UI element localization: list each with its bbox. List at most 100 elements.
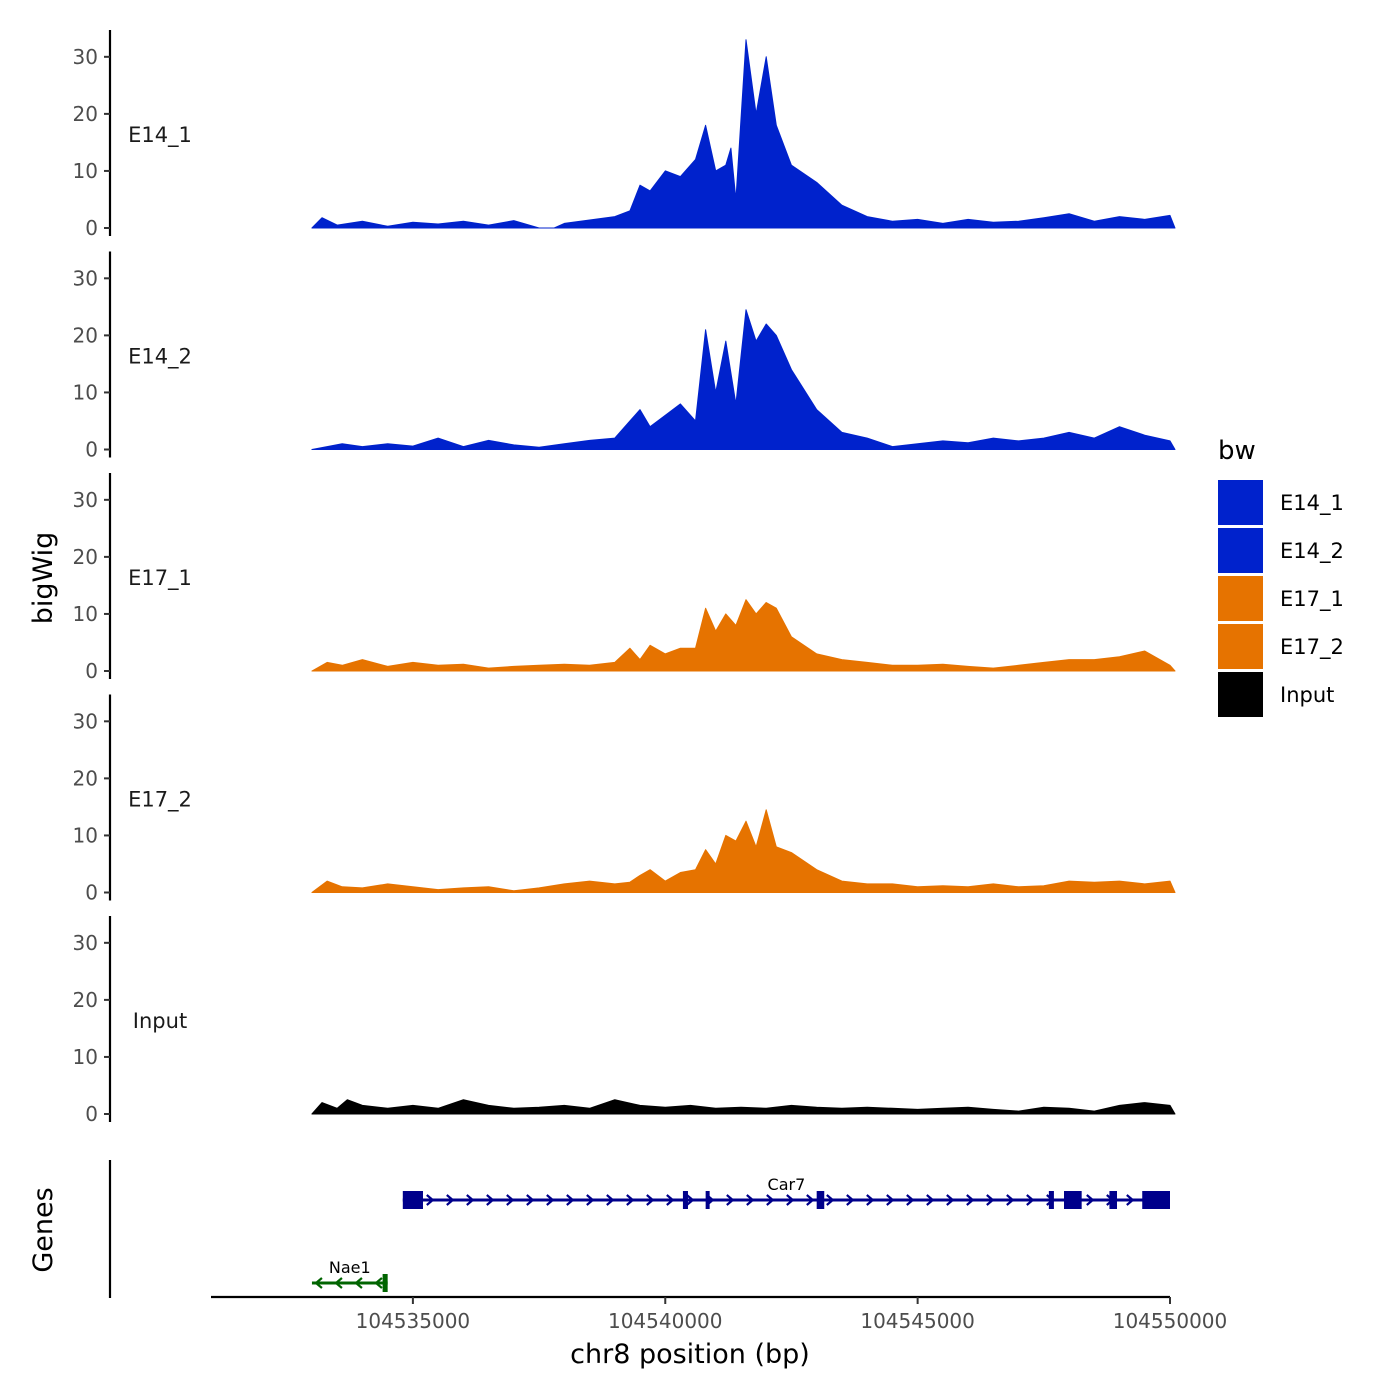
area-E17_1 bbox=[311, 599, 1176, 672]
exon-Car7-5 bbox=[1064, 1191, 1082, 1209]
strand-arrow-Nae1 bbox=[334, 1277, 343, 1289]
gene-Car7: Car7 bbox=[402, 1175, 1170, 1209]
gene-label-Nae1: Nae1 bbox=[329, 1258, 371, 1277]
strand-arrow-Car7 bbox=[466, 1194, 475, 1206]
exon-Car7-1 bbox=[682, 1191, 688, 1209]
area-E14_2 bbox=[311, 309, 1176, 450]
y-tick-label-E14_2-30: 30 bbox=[73, 266, 98, 290]
strand-arrow-Car7 bbox=[1126, 1194, 1135, 1206]
y-tick-label-E17_1-10: 10 bbox=[73, 602, 98, 626]
legend-title: bw bbox=[1218, 436, 1256, 466]
y-tick-label-E17_2-30: 30 bbox=[73, 709, 98, 733]
exon-Car7-2 bbox=[705, 1191, 710, 1209]
y-tick-label-Input-30: 30 bbox=[73, 931, 98, 955]
x-axis-title: chr8 position (bp) bbox=[570, 1339, 810, 1370]
exon-Car7-3 bbox=[816, 1191, 825, 1209]
exon-Car7-6 bbox=[1109, 1191, 1118, 1209]
strand-arrow-Car7 bbox=[606, 1194, 615, 1206]
track-label-E17_2: E17_2 bbox=[128, 788, 192, 813]
strand-arrow-Car7 bbox=[566, 1194, 575, 1206]
exon-Car7-0 bbox=[402, 1191, 423, 1209]
strand-arrow-Car7 bbox=[886, 1194, 895, 1206]
y-tick-label-E17_2-20: 20 bbox=[73, 766, 98, 790]
strand-arrow-Car7 bbox=[486, 1194, 495, 1206]
strand-arrow-Nae1 bbox=[314, 1277, 323, 1289]
strand-arrow-Car7 bbox=[1026, 1194, 1035, 1206]
strand-arrow-Car7 bbox=[626, 1194, 635, 1206]
strand-arrow-Car7 bbox=[806, 1194, 815, 1206]
track-E14_1: 0 10 20 30 E14_1 bbox=[73, 30, 1176, 240]
track-label-E14_1: E14_1 bbox=[128, 123, 192, 148]
strand-arrow-Car7 bbox=[866, 1194, 875, 1206]
legend-label-E17_2: E17_2 bbox=[1280, 635, 1344, 660]
strand-arrow-Car7 bbox=[546, 1194, 555, 1206]
y-tick-label-E14_2-0: 0 bbox=[85, 438, 98, 462]
strand-arrow-Car7 bbox=[426, 1194, 435, 1206]
exon-Car7-7 bbox=[1142, 1191, 1170, 1209]
strand-arrow-Car7 bbox=[666, 1194, 675, 1206]
genes-axis-title: Genes bbox=[28, 1187, 59, 1272]
strand-arrow-Car7 bbox=[526, 1194, 535, 1206]
strand-arrow-Car7 bbox=[646, 1194, 655, 1206]
strand-arrow-Car7 bbox=[686, 1194, 695, 1206]
area-E17_2 bbox=[311, 809, 1176, 893]
legend-label-E17_1: E17_1 bbox=[1280, 587, 1344, 612]
strand-arrow-Car7 bbox=[966, 1194, 975, 1206]
legend-swatch-E17_1 bbox=[1218, 576, 1263, 621]
strand-arrow-Car7 bbox=[1086, 1194, 1095, 1206]
track-E17_1: 0 10 20 30 E17_1 bbox=[73, 473, 1176, 683]
y-tick-label-E14_1-30: 30 bbox=[73, 45, 98, 69]
genes-group: Car7 Nae1 bbox=[108, 1160, 1170, 1298]
strand-arrow-Car7 bbox=[946, 1194, 955, 1206]
gene-label-Car7: Car7 bbox=[768, 1175, 806, 1194]
y-tick-label-Input-10: 10 bbox=[73, 1045, 98, 1069]
y-tick-label-Input-20: 20 bbox=[73, 988, 98, 1012]
tracks-group: 0 10 20 30 E14_1 0 10 20 30 E14_2 0 10 20 30 E17_1 0 10 2… bbox=[73, 30, 1176, 1126]
legend-swatch-E14_1 bbox=[1218, 480, 1263, 525]
y-tick-label-E17_1-20: 20 bbox=[73, 545, 98, 569]
strand-arrow-Car7 bbox=[586, 1194, 595, 1206]
strand-arrow-Nae1 bbox=[374, 1277, 383, 1289]
legend-swatch-Input bbox=[1218, 672, 1263, 717]
legend-label-E14_2: E14_2 bbox=[1280, 539, 1344, 564]
y-tick-label-E17_2-0: 0 bbox=[85, 881, 98, 905]
y-tick-label-E14_2-10: 10 bbox=[73, 380, 98, 404]
y-tick-label-E14_2-20: 20 bbox=[73, 323, 98, 347]
track-label-E17_1: E17_1 bbox=[128, 566, 192, 591]
y-tick-label-E17_1-0: 0 bbox=[85, 659, 98, 683]
strand-arrow-Car7 bbox=[846, 1194, 855, 1206]
track-E14_2: 0 10 20 30 E14_2 bbox=[73, 251, 1176, 462]
strand-arrow-Car7 bbox=[786, 1194, 795, 1206]
area-Input bbox=[311, 1099, 1176, 1115]
y-tick-label-E17_2-10: 10 bbox=[73, 823, 98, 847]
track-label-Input: Input bbox=[133, 1009, 187, 1033]
x-tick-label-104535000: 104535000 bbox=[356, 1309, 471, 1333]
strand-arrow-Car7 bbox=[826, 1194, 835, 1206]
x-tick-label-104540000: 104540000 bbox=[608, 1309, 723, 1333]
strand-arrow-Car7 bbox=[926, 1194, 935, 1206]
y-tick-label-Input-0: 0 bbox=[85, 1102, 98, 1126]
strand-arrow-Car7 bbox=[726, 1194, 735, 1206]
exon-Car7-4 bbox=[1048, 1191, 1054, 1209]
strand-arrow-Nae1 bbox=[354, 1277, 363, 1289]
x-tick-label-104550000: 104550000 bbox=[1113, 1309, 1228, 1333]
area-E14_1 bbox=[311, 39, 1176, 229]
track-label-E14_2: E14_2 bbox=[128, 345, 192, 370]
legend-label-E14_1: E14_1 bbox=[1280, 491, 1344, 516]
legend-swatch-E14_2 bbox=[1218, 528, 1263, 573]
legend: bw E14_1 E14_2 E17_1 E17_2 Input bbox=[1218, 436, 1344, 717]
y-tick-label-E14_1-20: 20 bbox=[73, 102, 98, 126]
y-tick-label-E17_1-30: 30 bbox=[73, 488, 98, 512]
y-tick-label-E14_1-0: 0 bbox=[85, 216, 98, 240]
exon-Nae1-0 bbox=[382, 1274, 388, 1292]
legend-swatch-E17_2 bbox=[1218, 624, 1263, 669]
track-E17_2: 0 10 20 30 E17_2 bbox=[73, 694, 1176, 905]
gene-Nae1: Nae1 bbox=[311, 1258, 388, 1292]
track-Input: 0 10 20 30 Input bbox=[73, 916, 1176, 1126]
y-axis-title: bigWig bbox=[28, 532, 59, 625]
strand-arrow-Car7 bbox=[906, 1194, 915, 1206]
strand-arrow-Car7 bbox=[1006, 1194, 1015, 1206]
x-tick-label-104545000: 104545000 bbox=[860, 1309, 975, 1333]
strand-arrow-Car7 bbox=[746, 1194, 755, 1206]
